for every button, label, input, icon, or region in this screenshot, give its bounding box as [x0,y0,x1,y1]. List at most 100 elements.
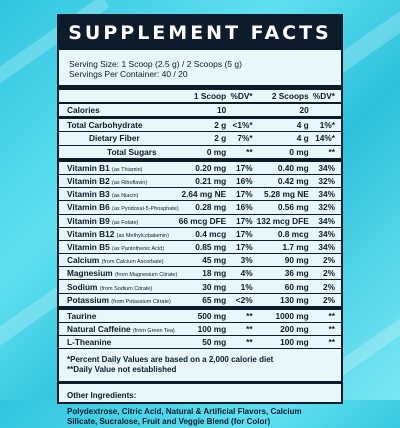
nutrient-name: Magnesium (from Magnesium Citrate) [59,266,179,281]
nutrient-name: Total Sugars [59,145,179,162]
amount-1-scoop: 65 mg [178,293,231,310]
amount-2-scoops: 90 mg [256,253,313,268]
nutrient-source: (as Folate) [112,219,139,226]
amount-2-scoops: 200 mg [256,322,313,337]
nutrient-source: (as Riboflavin) [112,180,148,187]
amount-2-scoops: 20 [256,103,313,120]
supplement-facts-panel: SUPPLEMENT FACTS Serving Size: 1 Scoop (… [57,14,343,426]
amount-1-scoop: 18 mg [178,266,231,281]
nutrient-source: (as Pyridoxal-5-Phosphate) [112,206,179,213]
nutrient-label: Vitamin B3 [67,189,110,200]
nutrient-label: Vitamin B1 [67,162,110,173]
table-row: Vitamin B6 (as Pyridoxal-5-Phosphate) 0.2… [59,200,341,215]
dv-1-scoop: 16% [230,174,257,189]
table-row: Calcium (from Calcium Ascorbate) 45 mg 3% 9… [59,253,341,268]
nutrient-name: Vitamin B6 (as Pyridoxal-5-Phosphate) [59,200,179,215]
amount-1-scoop: 0.21 mg [178,174,231,189]
amount-1-scoop: 100 mg [178,322,231,337]
amount-1-scoop: 0.85 mg [178,240,231,255]
dv-1-scoop: 17% [230,214,257,228]
dv-2-scoops: 32% [312,174,341,189]
nutrient-source: (from Green Tea) [132,328,175,335]
amount-2-scoops: 4 g [256,117,313,133]
nutrient-label: Vitamin B12 [67,228,115,239]
nutrient-name: Vitamin B3 (as Niacin) [59,187,179,202]
dv-2-scoops: 34% [312,159,341,175]
amount-2-scoops: 0.40 mg [256,159,313,175]
nutrient-label: L-Theanine [67,337,112,348]
dv-1-scoop: <1%* [230,117,257,133]
dv-1-scoop: 16% [230,200,257,215]
footnote-dv: *Percent Daily Values are based on a 2,0… [67,355,274,365]
nutrient-source: (from Magnesium Citrate) [114,272,178,279]
nutrient-label: Vitamin B5 [67,241,110,252]
dv-2-scoops: 2% [312,293,341,310]
table-row: Vitamin B1 (as Thiamin) 0.20 mg 17% 0.40 mg… [59,159,341,175]
amount-2-scoops: 100 mg [256,335,313,350]
amount-1-scoop: 30 mg [178,279,231,294]
nutrient-label: Potassium [67,294,109,305]
serving-size: Serving Size: 1 Scoop (2.5 g) / 2 Scoops… [69,59,242,69]
table-row: Dietary Fiber 2 g 7%* 4 g 14%* [59,131,341,146]
other-ingredients-label: Other Ingredients: [67,391,137,401]
table-row: Total Sugars 0 mg ** 0 mg ** [59,145,341,162]
amount-1-scoop: 66 mcg DFE [178,214,231,228]
dv-1-scoop: ** [230,145,257,162]
dv-2-scoops: 14%* [312,131,341,146]
nutrient-source: (from Sodium Citrate) [99,285,153,292]
nutrient-name: L-Theanine [59,335,179,350]
amount-1-scoop: 2 g [178,117,231,133]
amount-2-scoops: 5.28 mg NE [256,187,313,202]
table-row: Calories 10 20 [59,103,341,120]
amount-1-scoop: 2 g [178,131,231,146]
nutrient-name: Vitamin B2 (as Riboflavin) [59,174,179,189]
table-row: Sodium (from Sodium Citrate) 30 mg 1% 60 mg… [59,279,341,294]
amount-2-scoops: 36 mg [256,266,313,281]
footnotes: *Percent Daily Values are based on a 2,0… [59,349,341,375]
amount-1-scoop: 0.20 mg [178,159,231,175]
nutrient-source: (as Niacin) [112,193,139,200]
amount-1-scoop: 0 mg [178,145,231,162]
nutrient-source: (from Calcium Ascorbate) [101,259,164,266]
dv-1-scoop: 17% [230,227,257,241]
amount-1-scoop: 50 mg [178,335,231,350]
dv-1-scoop: 3% [230,253,257,268]
table-row: Vitamin B5 (as Pantothenic Acid) 0.85 mg 1… [59,240,341,255]
col-header: %DV* [312,90,341,104]
divider [59,85,341,90]
nutrient-name: Vitamin B1 (as Thiamin) [59,159,179,175]
col-header: 1 Scoop [178,90,231,104]
amount-2-scoops: 130 mg [256,293,313,310]
table-row: Magnesium (from Magnesium Citrate) 18 mg 4… [59,266,341,281]
nutrient-source: (from Potassium Citrate) [111,298,171,305]
nutrient-label: Sodium [67,281,98,292]
serving-info: Serving Size: 1 Scoop (2.5 g) / 2 Scoops… [59,50,341,79]
dv-1-scoop: 17% [230,159,257,175]
dv-2-scoops: 34% [312,187,341,202]
dv-1-scoop [230,103,257,120]
nutrient-source: (as Methylcobalamin) [116,232,169,239]
table-row: Vitamin B12 (as Methylcobalamin) 0.4 mcg 1… [59,227,341,241]
nutrient-name: Potassium (from Potassium Citrate) [59,293,179,310]
amount-2-scoops: 60 mg [256,279,313,294]
nutrient-label: Natural Caffeine [67,324,131,335]
dv-2-scoops [312,103,341,120]
table-row: L-Theanine 50 mg ** 100 mg ** [59,335,341,350]
dv-2-scoops: 34% [312,240,341,255]
table-row: Vitamin B2 (as Riboflavin) 0.21 mg 16% 0.42… [59,174,341,189]
nutrient-label: Vitamin B2 [67,176,110,187]
nutrient-label: Magnesium [67,268,113,279]
panel-title: SUPPLEMENT FACTS [59,16,341,50]
servings-per-container: Servings Per Container: 40 / 20 [69,69,188,79]
nutrient-label: Dietary Fiber [89,133,140,144]
footnote-not-established: **Daily Value not established [67,365,177,375]
dv-1-scoop: ** [230,307,257,323]
table-row: Vitamin B9 (as Folate) 66 mcg DFE 17% 132 m… [59,214,341,228]
dv-2-scoops: ** [312,322,341,337]
dv-2-scoops: 2% [312,279,341,294]
dv-2-scoops: 34% [312,214,341,228]
dv-1-scoop: 17% [230,187,257,202]
amount-2-scoops: 1000 mg [256,307,313,323]
table-row: Potassium (from Potassium Citrate) 65 mg <… [59,293,341,310]
nutrient-source: (as Thiamin) [112,166,143,173]
